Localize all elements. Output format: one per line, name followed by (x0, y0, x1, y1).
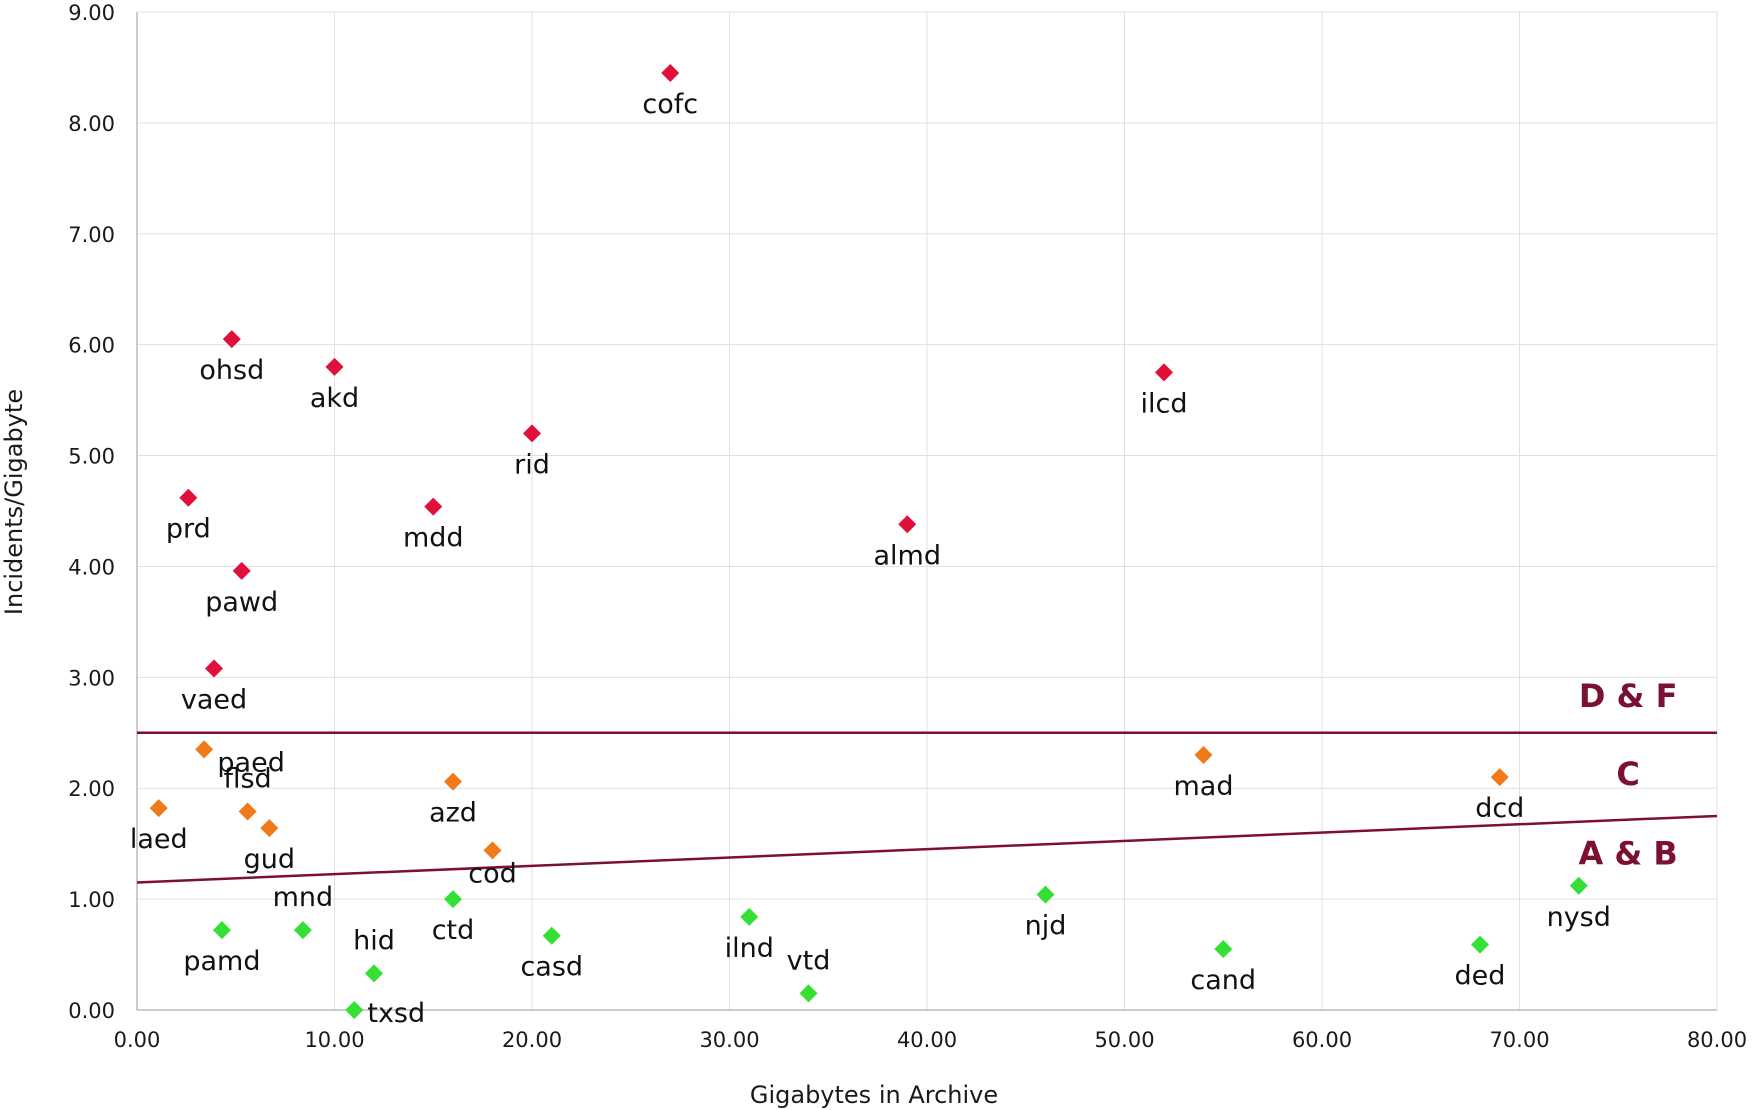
point-label-vtd: vtd (787, 945, 831, 976)
point-label-ilcd: ilcd (1141, 388, 1188, 419)
data-point-paed (195, 740, 214, 759)
data-point-pamd (212, 921, 231, 940)
x-tick-labels: 0.00 10.00 20.00 30.00 40.00 50.00 60.00 70.00 8… (114, 1028, 1747, 1052)
point-label-gud: gud (244, 844, 295, 875)
y-tick-label: 3.00 (68, 666, 115, 690)
data-point-mad (1194, 745, 1213, 764)
zone-label: A & B (1578, 835, 1677, 873)
x-tick-label: 50.00 (1094, 1028, 1154, 1052)
data-points: cofc ohsd akd ilcd rid prd mdd almd pawd vaed paed… (130, 63, 1611, 1029)
point-label-ilnd: ilnd (725, 933, 774, 964)
point-label-akd: akd (310, 383, 359, 414)
data-point-azd (444, 772, 462, 791)
y-tick-label: 5.00 (68, 445, 115, 469)
point-label-paed: paed (217, 747, 284, 778)
data-point-hid (365, 964, 383, 983)
point-label-hid: hid (353, 925, 395, 956)
data-point-rid (523, 424, 541, 443)
data-point-cofc (661, 63, 680, 82)
data-point-ctd (444, 890, 462, 909)
y-axis-title: Incidents/Gigabyte (0, 389, 28, 615)
data-point-akd (325, 357, 344, 376)
y-tick-label: 8.00 (68, 112, 115, 136)
point-label-mdd: mdd (403, 523, 464, 554)
point-label-pawd: pawd (205, 587, 278, 618)
data-point-almd (898, 515, 917, 534)
data-point-vtd (799, 984, 818, 1003)
x-tick-label: 70.00 (1489, 1028, 1549, 1052)
data-point-njd (1036, 885, 1055, 904)
axes (136, 12, 1717, 1011)
threshold-lines (136, 731, 1718, 884)
data-point-ilcd (1155, 363, 1173, 382)
y-tick-label: 2.00 (68, 777, 115, 801)
point-label-casd: casd (520, 952, 583, 983)
data-point-cod (483, 841, 502, 860)
point-label-txsd: txsd (367, 998, 425, 1029)
point-label-ctd: ctd (432, 915, 475, 946)
zone-label: C (1616, 755, 1639, 793)
y-tick-label: 6.00 (68, 334, 115, 358)
data-point-gud (260, 819, 279, 838)
zone-labels: D & F C A & B (1578, 677, 1677, 872)
point-label-nysd: nysd (1547, 902, 1611, 933)
data-point-prd (179, 488, 198, 507)
point-label-ohsd: ohsd (199, 355, 264, 386)
data-point-nysd (1569, 876, 1588, 895)
x-tick-label: 10.00 (304, 1028, 364, 1052)
data-point-ded (1471, 935, 1489, 954)
data-point-laed (149, 799, 168, 818)
data-point-mnd (293, 921, 312, 940)
x-tick-label: 80.00 (1687, 1028, 1747, 1052)
data-point-cand (1214, 940, 1233, 959)
x-tick-label: 40.00 (897, 1028, 957, 1052)
point-label-cand: cand (1190, 965, 1256, 996)
point-label-mad: mad (1174, 771, 1234, 802)
y-tick-labels: 0.00 1.00 2.00 3.00 4.00 5.00 6.00 7.00 8.00 9.00 (68, 1, 115, 1023)
point-label-laed: laed (130, 824, 188, 855)
y-tick-label: 0.00 (68, 999, 115, 1023)
data-point-txsd (345, 1001, 364, 1019)
data-point-flsd (238, 802, 257, 821)
grid (137, 11, 1718, 1010)
threshold-line (136, 814, 1718, 884)
data-point-ohsd (222, 330, 241, 349)
data-point-casd (542, 926, 561, 945)
y-tick-label: 7.00 (68, 223, 115, 247)
point-label-rid: rid (514, 449, 550, 480)
point-label-dcd: dcd (1475, 793, 1524, 824)
data-point-vaed (205, 659, 224, 678)
data-point-mdd (424, 497, 443, 516)
point-label-pamd: pamd (183, 946, 260, 977)
data-point-ilnd (740, 907, 759, 926)
data-point-dcd (1490, 768, 1509, 787)
y-tick-label: 9.00 (68, 1, 115, 25)
data-point-pawd (232, 561, 251, 580)
y-tick-label: 4.00 (68, 555, 115, 579)
point-label-flsd: flsd (223, 764, 271, 795)
x-tick-label: 60.00 (1292, 1028, 1352, 1052)
point-label-azd: azd (429, 798, 477, 829)
y-tick-label: 1.00 (68, 888, 115, 912)
point-label-ded: ded (1455, 961, 1506, 992)
point-label-almd: almd (874, 540, 942, 571)
zone-label: D & F (1579, 677, 1678, 715)
point-label-vaed: vaed (181, 684, 247, 715)
point-label-cod: cod (468, 858, 517, 889)
x-tick-label: 0.00 (114, 1028, 161, 1052)
point-label-njd: njd (1025, 911, 1067, 942)
point-label-prd: prd (166, 514, 211, 545)
point-label-cofc: cofc (642, 89, 698, 120)
x-tick-label: 30.00 (699, 1028, 759, 1052)
x-axis-title: Gigabytes in Archive (750, 1081, 998, 1109)
point-label-mnd: mnd (273, 882, 334, 913)
x-tick-label: 20.00 (502, 1028, 562, 1052)
